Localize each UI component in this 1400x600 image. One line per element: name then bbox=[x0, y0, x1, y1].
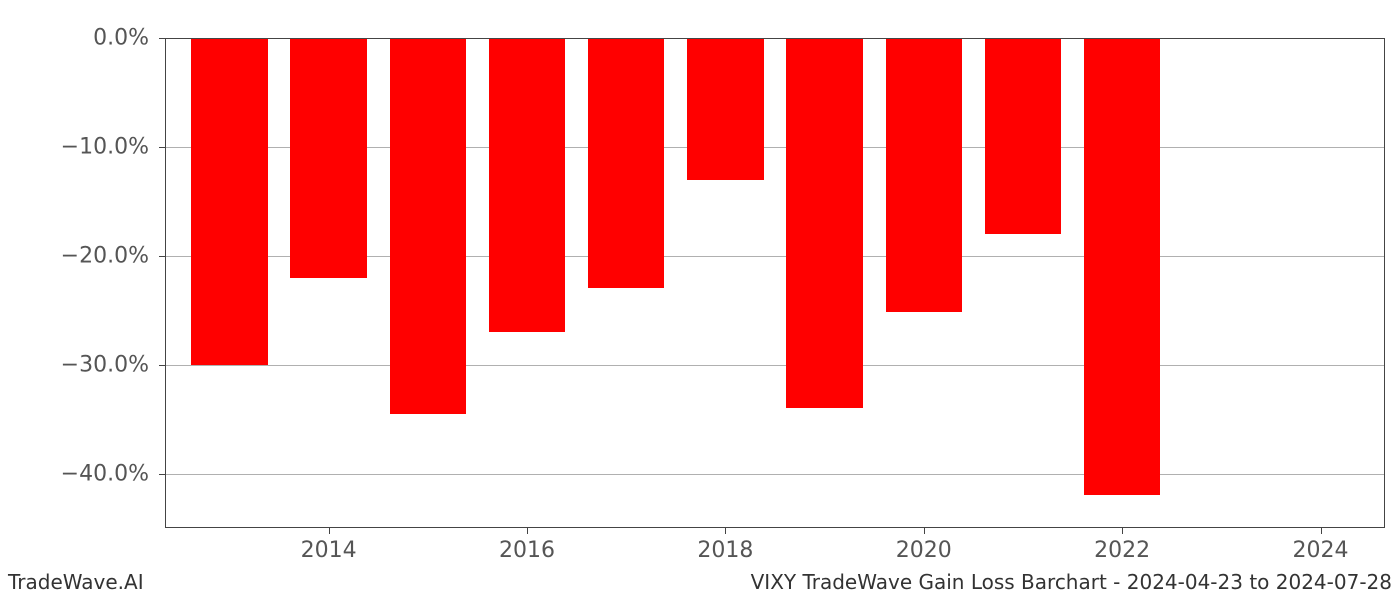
ytick-mark bbox=[159, 38, 165, 39]
xtick-label: 2024 bbox=[1293, 538, 1349, 563]
bar bbox=[191, 38, 267, 365]
bar bbox=[985, 38, 1061, 234]
bar bbox=[588, 38, 664, 288]
spine-bottom bbox=[165, 527, 1385, 528]
xtick-mark bbox=[725, 528, 726, 534]
gridline bbox=[165, 474, 1385, 475]
ytick-label: −30.0% bbox=[0, 352, 149, 377]
ytick-mark bbox=[159, 147, 165, 148]
spine-top bbox=[165, 38, 1385, 39]
ytick-label: 0.0% bbox=[0, 26, 149, 51]
figure: 0.0% −10.0% −20.0% −30.0% −40.0% 2014 2016 201… bbox=[0, 0, 1400, 600]
ytick-mark bbox=[159, 365, 165, 366]
footer-left-text: TradeWave.AI bbox=[8, 570, 144, 594]
xtick-label: 2014 bbox=[301, 538, 357, 563]
xtick-label: 2022 bbox=[1094, 538, 1150, 563]
bar bbox=[390, 38, 466, 414]
gridline bbox=[165, 365, 1385, 366]
ytick-label: −20.0% bbox=[0, 243, 149, 268]
bar bbox=[687, 38, 763, 180]
bar bbox=[489, 38, 565, 332]
ytick-label: −40.0% bbox=[0, 461, 149, 486]
plot-area bbox=[165, 38, 1385, 528]
spine-right bbox=[1384, 38, 1385, 528]
xtick-label: 2018 bbox=[697, 538, 753, 563]
ytick-mark bbox=[159, 256, 165, 257]
xtick-mark bbox=[1321, 528, 1322, 534]
spine-left bbox=[165, 38, 166, 528]
bar bbox=[1084, 38, 1160, 495]
xtick-mark bbox=[527, 528, 528, 534]
footer-right-text: VIXY TradeWave Gain Loss Barchart - 2024… bbox=[751, 570, 1392, 594]
xtick-mark bbox=[1122, 528, 1123, 534]
xtick-label: 2020 bbox=[896, 538, 952, 563]
ytick-label: −10.0% bbox=[0, 134, 149, 159]
ytick-mark bbox=[159, 474, 165, 475]
bar bbox=[786, 38, 862, 408]
bar bbox=[886, 38, 962, 312]
xtick-mark bbox=[329, 528, 330, 534]
xtick-mark bbox=[924, 528, 925, 534]
bar bbox=[290, 38, 366, 278]
xtick-label: 2016 bbox=[499, 538, 555, 563]
